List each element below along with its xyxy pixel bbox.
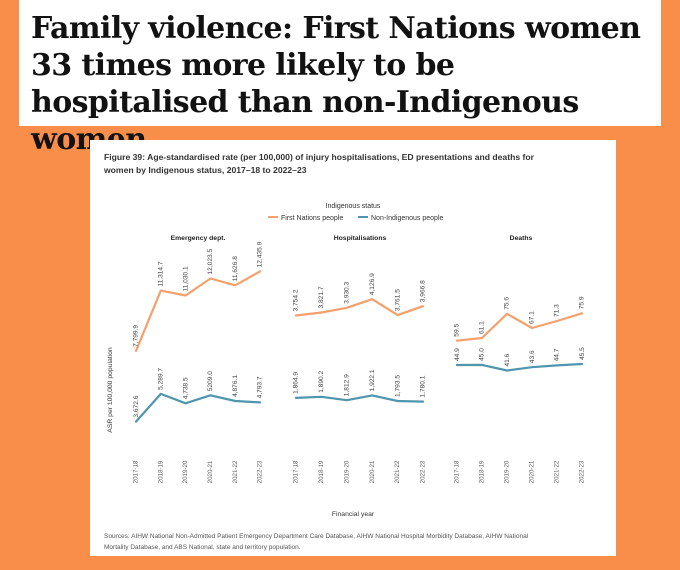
x-tick-label-emergency-dept: 2022-23 xyxy=(257,460,264,483)
data-label-deaths-first-nations: 61.1 xyxy=(479,321,486,334)
data-label-emergency-dept-non-indigenous: 5209.0 xyxy=(207,371,214,392)
x-tick-label-hospitalisations: 2020-21 xyxy=(369,460,376,483)
data-label-hospitalisations-non-indigenous: 1,793.5 xyxy=(394,375,401,397)
data-label-emergency-dept-first-nations: 11,314.7 xyxy=(158,261,165,287)
x-tick-label-deaths: 2018-19 xyxy=(479,460,486,483)
headline-box: Family violence: First Nations women 33 … xyxy=(19,0,661,157)
data-label-deaths-first-nations: 75.6 xyxy=(504,297,511,310)
chart-svg: Figure 39: Age-standardised rate (per 10… xyxy=(103,152,586,551)
x-tick-label-emergency-dept: 2021-22 xyxy=(232,460,239,483)
chart-panels: Emergency dept. 7,799.9 11,314.7 11,030.1 12… xyxy=(133,235,586,483)
panel-title-emergency-dept: Emergency dept. xyxy=(171,235,226,242)
series-line-emergency-dept-first-nations xyxy=(134,270,262,352)
x-tick-label-hospitalisations: 2022-23 xyxy=(420,460,427,483)
x-tick-label-emergency-dept: 2018-19 xyxy=(157,460,164,483)
y-axis-label: ASR per 100,000 population xyxy=(107,347,114,433)
x-tick-label-deaths: 2020-21 xyxy=(529,460,536,483)
x-tick-label-hospitalisations: 2021-22 xyxy=(394,460,401,483)
data-label-emergency-dept-first-nations: 12,023.5 xyxy=(207,249,214,275)
x-tick-label-emergency-dept: 2020-21 xyxy=(207,460,214,483)
data-label-hospitalisations-non-indigenous: 1,890.2 xyxy=(318,370,325,392)
series-line-deaths-first-nations xyxy=(455,312,584,342)
data-label-hospitalisations-first-nations: 3,761.5 xyxy=(394,289,401,311)
x-tick-label-deaths: 2017-18 xyxy=(454,460,461,483)
data-label-emergency-dept-non-indigenous: 5,289.7 xyxy=(158,368,165,390)
figure-card: Figure 39: Age-standardised rate (per 10… xyxy=(90,140,616,556)
x-tick-label-hospitalisations: 2018-19 xyxy=(318,460,325,483)
data-label-hospitalisations-first-nations: 3,754.2 xyxy=(293,289,300,311)
data-label-emergency-dept-first-nations: 11,626.8 xyxy=(232,256,239,282)
data-label-deaths-first-nations: 67.1 xyxy=(529,311,536,324)
data-label-hospitalisations-first-nations: 3,966.8 xyxy=(420,280,427,302)
data-label-hospitalisations-first-nations: 3,821.7 xyxy=(318,286,325,308)
x-tick-label-hospitalisations: 2019-20 xyxy=(343,460,350,483)
data-label-deaths-first-nations: 75.9 xyxy=(579,296,586,309)
x-tick-label-deaths: 2022-23 xyxy=(579,460,586,483)
data-label-deaths-non-indigenous: 45.0 xyxy=(479,348,486,361)
data-label-hospitalisations-non-indigenous: 1,922.1 xyxy=(369,369,376,391)
x-tick-label-emergency-dept: 2019-20 xyxy=(182,460,189,483)
chart-title-line-2: women by Indigenous status, 2017–18 to 2… xyxy=(103,165,307,175)
panel-title-deaths: Deaths xyxy=(510,235,533,242)
data-label-emergency-dept-first-nations: 12,435.9 xyxy=(257,241,264,267)
data-label-deaths-non-indigenous: 45.5 xyxy=(579,347,586,360)
series-line-hospitalisations-non-indigenous xyxy=(294,394,425,403)
data-label-deaths-first-nations: 59.5 xyxy=(454,324,461,337)
data-label-emergency-dept-non-indigenous: 4,876.1 xyxy=(232,375,239,397)
x-axis-label: Financial year xyxy=(332,511,375,518)
x-tick-label-hospitalisations: 2017-18 xyxy=(293,460,300,483)
data-label-emergency-dept-first-nations: 11,030.1 xyxy=(182,266,189,292)
x-tick-label-deaths: 2019-20 xyxy=(504,460,511,483)
series-line-emergency-dept-non-indigenous xyxy=(134,392,262,423)
data-label-deaths-first-nations: 71.3 xyxy=(554,304,561,317)
legend-title: Indigenous status xyxy=(326,203,381,210)
series-line-deaths-non-indigenous xyxy=(455,362,584,372)
data-label-emergency-dept-non-indigenous: 4,793.7 xyxy=(257,376,264,398)
chart-title-line-1: Figure 39: Age-standardised rate (per 10… xyxy=(104,152,535,162)
data-label-emergency-dept-non-indigenous: 3,672.6 xyxy=(133,395,140,417)
series-line-hospitalisations-first-nations xyxy=(294,298,425,317)
x-tick-label-deaths: 2021-22 xyxy=(554,460,561,483)
x-tick-label-emergency-dept: 2017-18 xyxy=(133,460,140,483)
sources-line-2: Mortality Database, and ABS National, st… xyxy=(104,544,301,551)
headline: Family violence: First Nations women 33 … xyxy=(31,11,641,157)
legend-label-first-nations: First Nations people xyxy=(281,215,343,222)
data-label-deaths-non-indigenous: 43.6 xyxy=(529,350,536,363)
data-label-hospitalisations-non-indigenous: 1,780.1 xyxy=(420,375,427,397)
data-label-hospitalisations-first-nations: 3,930.3 xyxy=(344,281,351,303)
panel-title-hospitalisations: Hospitalisations xyxy=(334,235,387,242)
data-label-deaths-non-indigenous: 44.9 xyxy=(454,348,461,361)
data-label-hospitalisations-first-nations: 4,126.9 xyxy=(369,273,376,295)
legend-label-non-indigenous: Non-Indigenous people xyxy=(371,215,443,222)
data-label-emergency-dept-non-indigenous: 4,738.5 xyxy=(182,377,189,399)
data-label-hospitalisations-non-indigenous: 1,812.9 xyxy=(344,374,351,396)
data-label-deaths-non-indigenous: 44.7 xyxy=(554,348,561,361)
sources-line-1: Sources: AIHW National Non-Admitted Pati… xyxy=(104,533,529,540)
data-label-deaths-non-indigenous: 41.6 xyxy=(504,353,511,366)
data-label-emergency-dept-first-nations: 7,799.9 xyxy=(133,325,140,347)
data-label-hospitalisations-non-indigenous: 1,864.9 xyxy=(293,372,300,394)
